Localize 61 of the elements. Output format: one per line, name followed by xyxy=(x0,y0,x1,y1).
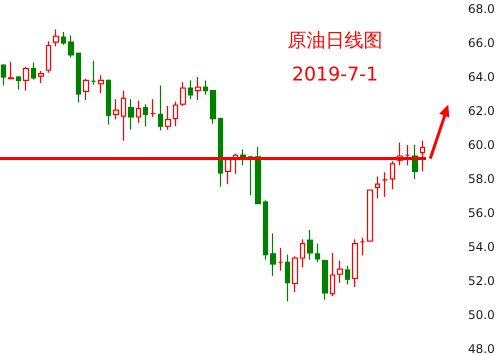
candlestick xyxy=(90,60,96,86)
y-tick-label: 56.0 xyxy=(468,206,495,220)
candlestick xyxy=(8,61,14,80)
candlestick xyxy=(112,98,120,120)
candlestick xyxy=(322,259,328,300)
candlestick xyxy=(382,172,388,198)
candlestick xyxy=(262,200,268,260)
candlestick xyxy=(306,229,314,260)
candlestick xyxy=(38,70,44,84)
candlestick xyxy=(120,90,126,142)
candlestick xyxy=(360,237,366,256)
candlestick xyxy=(180,82,186,106)
candlestick xyxy=(292,256,298,293)
candlestick xyxy=(82,78,90,101)
candlestick xyxy=(336,260,344,284)
candlestick xyxy=(188,80,194,100)
text: 2019-7-1 xyxy=(292,64,378,86)
y-tick-label: 64.0 xyxy=(468,70,495,84)
y-tick-label: 68.0 xyxy=(468,2,495,16)
candlestick xyxy=(278,247,284,272)
y-tick-label: 62.0 xyxy=(468,104,495,118)
candlestick xyxy=(52,28,60,47)
candlestick xyxy=(150,98,156,118)
candlestick xyxy=(128,98,134,130)
candlestick xyxy=(366,189,374,242)
y-tick-label: 66.0 xyxy=(468,36,495,50)
candlestick xyxy=(344,265,350,285)
y-tick-label: 54.0 xyxy=(468,240,495,254)
candlestick xyxy=(300,238,306,268)
candlestick xyxy=(142,104,148,127)
candlestick xyxy=(202,80,208,96)
y-tick-label: 48.0 xyxy=(468,342,495,355)
candlestick xyxy=(106,78,112,126)
y-tick-label: 50.0 xyxy=(468,308,495,322)
candlestick xyxy=(172,101,178,127)
text: 原油日线图 xyxy=(288,30,382,52)
candlestick xyxy=(158,84,164,132)
candlestick xyxy=(194,76,202,101)
candlestick xyxy=(0,64,6,86)
candlestick xyxy=(60,31,66,46)
candlestick xyxy=(30,62,36,80)
y-tick-label: 58.0 xyxy=(468,172,495,186)
candlestick xyxy=(330,252,336,297)
candlestick xyxy=(136,100,142,124)
candlestick xyxy=(68,34,74,58)
candlestick xyxy=(374,176,380,200)
candlestick xyxy=(22,66,30,92)
candlestick xyxy=(254,146,262,204)
y-tick-label: 60.0 xyxy=(468,138,495,152)
candlestick xyxy=(98,74,104,94)
candlestick xyxy=(314,243,320,263)
candlestick xyxy=(164,105,172,130)
candlestick xyxy=(352,238,358,288)
candlestick xyxy=(16,76,22,90)
candlestick xyxy=(270,232,276,276)
candlestick xyxy=(46,40,52,74)
candlestick xyxy=(284,254,290,302)
candlestick xyxy=(210,90,216,124)
y-tick-label: 52.0 xyxy=(468,274,495,288)
candlestick xyxy=(218,117,224,188)
candlestick xyxy=(76,52,82,104)
